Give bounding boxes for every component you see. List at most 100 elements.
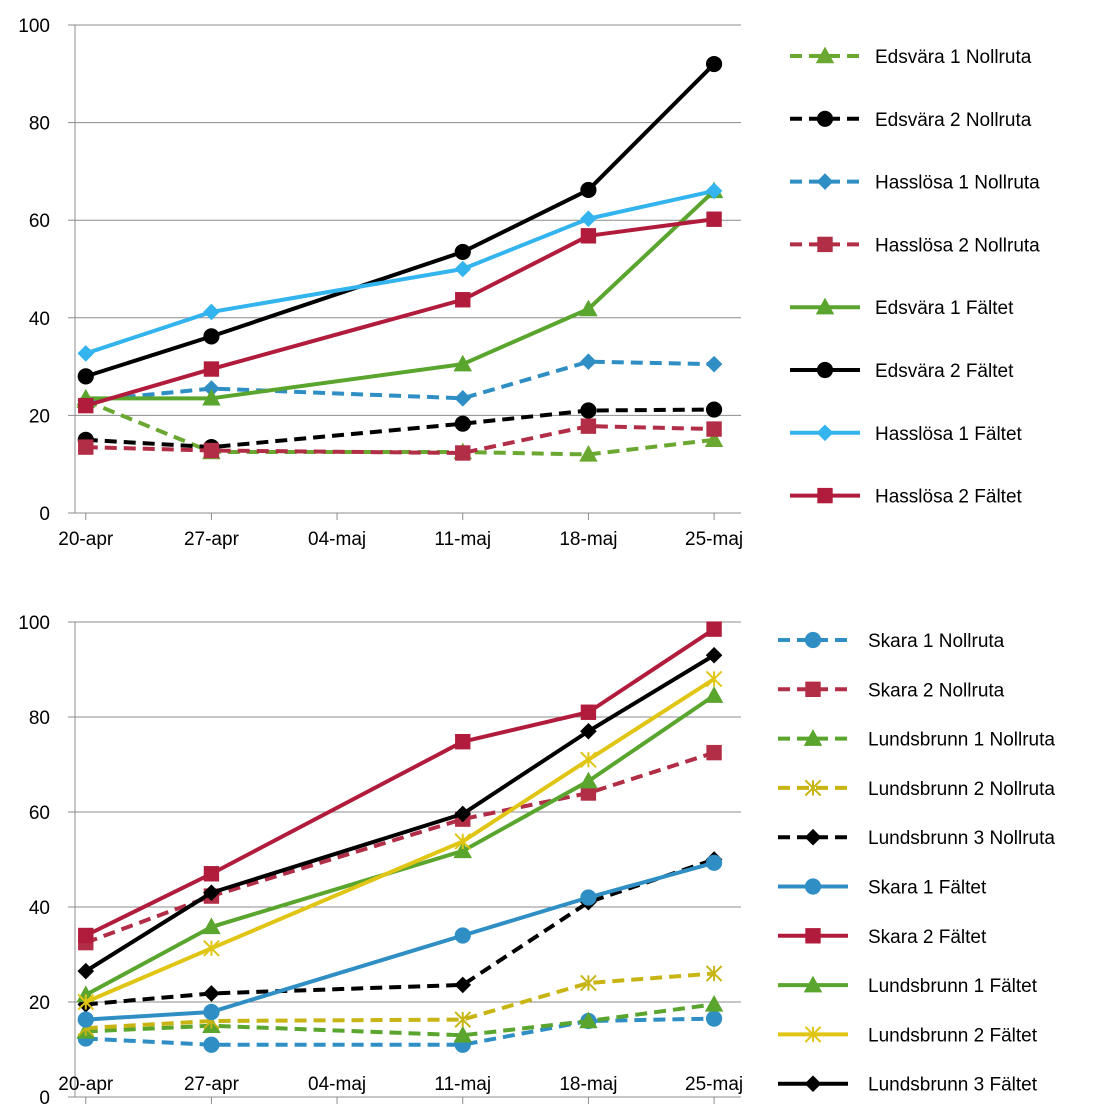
data-point <box>78 397 94 414</box>
y-tick-label: 100 <box>18 613 50 634</box>
data-point <box>580 704 597 720</box>
gridlines <box>68 621 741 1098</box>
data-point <box>455 445 471 461</box>
series-lundsbrunn-2-faltet <box>77 670 723 1011</box>
legend-item-lundsbrunn-2-faltet: Lundsbrunn 2 Fältet <box>778 1025 1038 1046</box>
data-point <box>203 884 220 902</box>
data-point <box>203 442 220 459</box>
data-point <box>455 292 471 308</box>
data-point <box>203 940 220 957</box>
legend-label: Lundsbrunn 2 Fältet <box>868 1025 1038 1046</box>
data-point <box>203 361 220 377</box>
x-tick-label: 20-apr <box>58 529 114 550</box>
chart-2: 0 20 40 60 80 100 20-apr 27-apr 04-maj 11-maj 18-m… <box>18 613 1055 1106</box>
series-edsvara-1-faltet <box>76 181 724 406</box>
data-point <box>77 345 95 362</box>
data-point <box>580 418 597 434</box>
data-point <box>77 1011 94 1028</box>
series-line <box>85 860 715 1022</box>
legend-item-edsvara-2-faltet: Edsvära 2 Fältet <box>790 361 1014 382</box>
y-tick-label: 20 <box>29 993 50 1014</box>
data-point <box>202 388 221 406</box>
x-tick-label: 11-maj <box>434 529 491 550</box>
data-point <box>77 993 95 1011</box>
data-point <box>580 974 597 992</box>
y-tick-label: 40 <box>29 309 50 330</box>
data-point <box>454 243 471 261</box>
legend-item-lundsbrunn-1-faltet: Lundsbrunn 1 Fältet <box>778 975 1038 997</box>
data-point <box>203 1003 220 1021</box>
series-line <box>85 857 715 1007</box>
data-point <box>454 805 472 823</box>
legend-label: Skara 2 Fältet <box>868 927 987 948</box>
data-point <box>705 55 723 73</box>
x-tick-label: 04-maj <box>308 1074 366 1095</box>
y-tick-label: 20 <box>29 406 50 427</box>
legend-marker <box>804 1026 822 1043</box>
data-point <box>454 1011 472 1028</box>
data-point <box>453 1025 473 1043</box>
series-lundsbrunn-3-faltet <box>77 646 723 980</box>
y-tick-label: 80 <box>29 114 50 135</box>
data-point <box>706 744 722 761</box>
legend-item-lundsbrunn-2-nollruta: Lundsbrunn 2 Nollruta <box>778 779 1055 800</box>
data-point <box>580 210 597 228</box>
data-point <box>705 854 723 871</box>
legend-marker <box>816 173 834 190</box>
legend-label: Hasslösa 1 Fältet <box>875 424 1023 445</box>
y-tick-label: 60 <box>29 803 50 824</box>
data-point <box>580 889 597 906</box>
x-tick-label: 25-maj <box>685 1074 743 1095</box>
data-point <box>454 976 472 994</box>
legend-label: Hasslösa 2 Nollruta <box>875 235 1040 256</box>
data-point <box>78 927 94 944</box>
legend-item-skara-1-faltet: Skara 1 Fältet <box>778 878 987 899</box>
data-point <box>203 303 220 321</box>
data-point <box>580 751 597 769</box>
series-hasslosa-2-nollruta <box>78 418 722 461</box>
legend-item-skara-2-nollruta: Skara 2 Nollruta <box>778 680 1005 701</box>
legend-label: Hasslösa 2 Fältet <box>875 487 1023 508</box>
series-line <box>85 359 715 403</box>
series-skara-2-faltet <box>78 621 722 944</box>
legend-marker <box>804 631 822 649</box>
data-point <box>454 390 472 407</box>
data-point <box>706 621 722 637</box>
data-point <box>579 445 598 462</box>
gridlines <box>68 24 741 514</box>
series-line <box>85 971 715 1031</box>
legend-label: Edsvära 2 Fältet <box>875 361 1014 382</box>
x-tick-label: 04-maj <box>308 529 366 550</box>
y-tick-label: 0 <box>39 1088 50 1106</box>
data-point <box>77 368 94 385</box>
series-skara-1-faltet <box>77 854 723 1028</box>
data-point <box>705 401 723 418</box>
legend-label: Lundsbrunn 1 Nollruta <box>868 730 1055 751</box>
legend-marker <box>815 297 835 315</box>
legend-item-hasslosa-1-faltet: Hasslösa 1 Fältet <box>790 424 1023 445</box>
data-point <box>580 181 597 199</box>
data-point <box>706 211 722 227</box>
legend-marker <box>816 110 834 127</box>
series-hasslosa-1-faltet <box>77 182 723 362</box>
legend-marker <box>804 1075 822 1093</box>
data-point <box>579 299 598 317</box>
series-line <box>85 407 715 450</box>
data-point <box>579 771 598 789</box>
data-point <box>455 734 471 750</box>
data-point <box>203 1036 220 1053</box>
data-point <box>579 1011 598 1029</box>
series-line <box>85 1002 715 1038</box>
legend-marker <box>804 828 822 846</box>
data-point <box>705 646 723 664</box>
series-line <box>85 1016 715 1047</box>
x-tick-label: 18-maj <box>559 1074 617 1095</box>
legend-marker <box>816 424 834 442</box>
data-point <box>706 421 722 437</box>
legend-marker <box>815 46 835 64</box>
legend-marker <box>803 975 823 993</box>
y-tick-label: 40 <box>29 898 50 919</box>
series-lundsbrunn-2-nollruta <box>77 965 723 1037</box>
chart-1: 0 20 40 60 80 100 20-apr 27-apr 04-maj 11-maj 18-m… <box>18 16 1040 550</box>
